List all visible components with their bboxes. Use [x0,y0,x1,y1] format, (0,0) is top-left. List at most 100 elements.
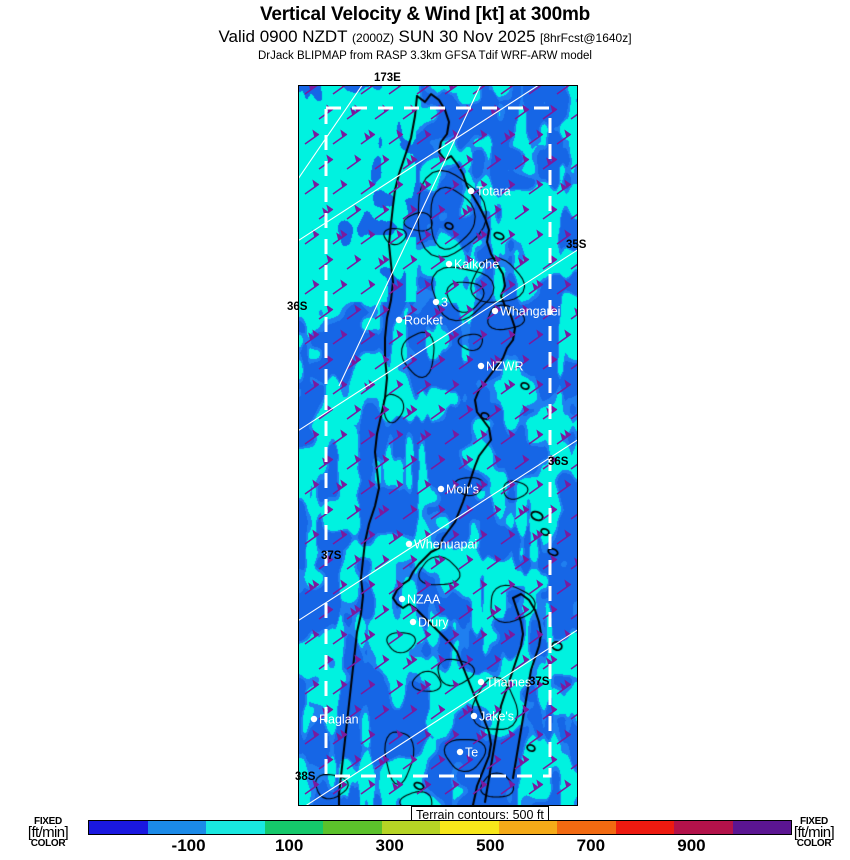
city-marker[interactable]: 3 [432,296,448,310]
wind-barb-flag [364,632,371,641]
city-marker[interactable]: NZWR [477,360,524,374]
wind-barb-flag [452,579,459,588]
wind-barb-shaft [556,383,572,395]
city-marker[interactable]: Whenuapai [405,538,477,552]
wind-barb-flag [466,754,473,763]
wind-barb-flag [480,279,487,288]
wind-barb-flag [340,179,347,188]
wind-barb-shaft [472,533,488,545]
wind-barb-flag [518,257,525,266]
wind-barb-flag [354,404,361,413]
wind-barb-flag [494,704,501,713]
wind-barb-flag [342,86,345,88]
wind-barb-shaft [472,333,488,345]
wind-barb-shaft [528,86,542,95]
wind-barb-shaft [472,483,488,495]
wind-barb-shaft [514,208,530,220]
wind-barb-shaft [332,533,348,545]
wind-barb-shaft [444,583,460,595]
wind-barb-flag [480,329,487,338]
wind-barb-flag [480,579,487,588]
wind-barb-flag [480,379,487,388]
wind-barb-shaft [374,408,390,420]
wind-barb-flag [522,454,529,463]
wind-barb-shaft [500,483,516,495]
wind-barb-flag [522,404,529,413]
wind-barb-flag [368,779,375,788]
wind-barb-flag [522,104,529,113]
wind-barb-flag [340,129,347,138]
wind-barb-shaft [346,208,362,220]
wind-barb-shaft [528,683,544,695]
wind-barb-flag [452,229,459,238]
city-marker[interactable]: Kaikohe [445,258,499,272]
wind-barb-flag [434,307,441,316]
wind-barb-flag [494,404,501,413]
wind-barb-flag [532,782,539,791]
wind-barb-shaft [416,783,432,795]
wind-barb-flag [382,254,389,263]
colorbar-segment-1 [147,821,206,834]
wind-barb-shaft [402,758,418,770]
wind-barb-flag [396,279,403,288]
wind-barb-flag [494,604,501,613]
wind-barb-flag [550,304,557,313]
wind-barb-flag [326,404,333,413]
wind-barb-shaft [486,408,502,420]
wind-barb-shaft [528,183,544,195]
wind-barb-shaft [500,433,516,445]
wind-barb-flag [424,329,431,338]
wind-barb-shaft [486,508,502,520]
wind-barb-flag [368,629,375,638]
city-marker[interactable]: Drury [409,616,450,630]
wind-barb-flag [536,329,543,338]
city-marker[interactable]: Jake's [470,710,514,724]
wind-barb-flag [340,579,347,588]
wind-barb-flag [326,154,333,163]
wind-barb-flag [382,754,389,763]
wind-barb-shaft [542,158,558,170]
wind-barb-flag [449,86,455,91]
wind-barb-flag [340,379,347,388]
wind-barb-flag [354,354,361,363]
city-marker[interactable]: Whangarei [491,305,561,319]
axis-label-37s: 37S [321,550,342,562]
colorbar-units-left: [ft/min] [27,824,69,841]
city-marker[interactable]: Thames [477,676,531,690]
wind-barb-flag [410,554,417,563]
wind-barb-shaft [402,208,418,220]
city-marker[interactable]: Moir's [437,483,479,497]
wind-barb-flag [354,304,361,313]
wind-barb-shaft [304,783,320,795]
wind-barb-flag [560,432,567,441]
colorbar-unit-left: FIXED [ft/min] COLOR [16,816,80,849]
wind-barb-flag [564,629,571,638]
city-marker[interactable]: Raglan [310,713,359,727]
colorbar[interactable] [88,820,792,835]
wind-barb-flag [312,179,319,188]
wind-barb-shaft [304,683,320,695]
wind-barb-flag [368,229,375,238]
wind-barb-shaft [360,233,376,245]
wind-barb-flag [368,129,375,138]
city-marker[interactable]: Te [456,746,478,760]
colorbar-segment-4 [323,821,382,834]
wind-barb-flag [354,554,361,563]
city-marker[interactable]: Totara [467,185,511,199]
city-marker[interactable]: Rocket [395,314,444,328]
wind-barb-shaft [360,483,376,495]
wind-barb-shaft [332,483,348,495]
wind-barb-shaft [514,708,530,720]
weather-map[interactable]: Totara Kaikohe 3 Rocket Whangarei NZWR Moir's W… [298,85,578,806]
wind-barb-flag [382,304,389,313]
wind-barb-shaft [374,658,390,670]
city-marker[interactable]: NZAA [398,593,441,607]
wind-barb-flag [396,529,403,538]
colorbar-fixed-label-right: FIXED [800,816,828,827]
wind-barb-flag [452,479,459,488]
colorbar-tick-900: 900 [677,836,706,855]
wind-barb-shaft [360,733,376,745]
wind-barb-shaft [486,308,502,320]
colorbar-segment-6 [440,821,499,834]
colorbar-fixed-label-left: FIXED [34,816,62,827]
